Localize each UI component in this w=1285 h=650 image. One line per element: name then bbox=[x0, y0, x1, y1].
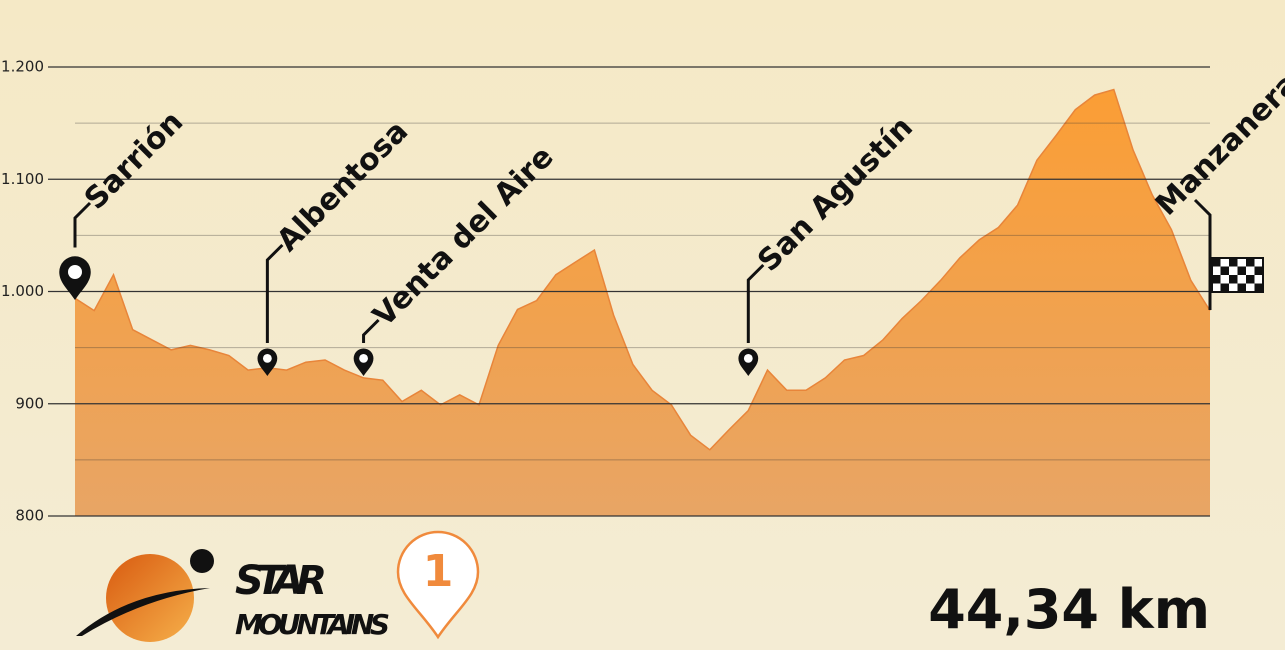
flag-square bbox=[1237, 266, 1246, 275]
stage-pin bbox=[396, 530, 480, 640]
flag-square bbox=[1220, 283, 1229, 292]
y-tick-label: 900 bbox=[15, 394, 44, 412]
stage-number: 1 bbox=[423, 546, 454, 597]
distance: 44,34 km bbox=[928, 578, 1210, 641]
y-tick-label: 1.100 bbox=[1, 170, 44, 188]
pin-hole bbox=[743, 354, 753, 363]
flag-square bbox=[1254, 283, 1263, 292]
y-tick-label: 1.000 bbox=[1, 282, 44, 300]
flag-square bbox=[1229, 275, 1238, 284]
flag-square bbox=[1220, 266, 1229, 275]
flag-square bbox=[1229, 258, 1238, 267]
leader-line bbox=[746, 263, 765, 343]
leader-line bbox=[362, 318, 380, 343]
flag-square bbox=[1237, 283, 1246, 292]
logo-dot bbox=[190, 549, 214, 573]
y-tick-label: 1.200 bbox=[1, 58, 44, 76]
flag-square bbox=[1246, 258, 1255, 267]
flag-square bbox=[1212, 275, 1221, 284]
y-tick-label: 800 bbox=[15, 507, 44, 525]
logo-swoosh bbox=[76, 588, 210, 636]
logo: STAR MOUNTAINS 1 bbox=[76, 530, 480, 642]
flag-square bbox=[1254, 266, 1263, 275]
flag-square bbox=[1246, 275, 1255, 284]
flag-square bbox=[1212, 258, 1221, 267]
elevation-area bbox=[75, 89, 1210, 516]
pin-hole bbox=[359, 354, 368, 363]
brand-top: STAR bbox=[235, 558, 327, 604]
pin-hole bbox=[68, 265, 82, 279]
leader-line bbox=[1193, 198, 1212, 310]
leader-line bbox=[73, 201, 92, 248]
brand-bottom: MOUNTAINS bbox=[235, 608, 390, 641]
pin-hole bbox=[262, 354, 272, 363]
leader-line bbox=[265, 243, 284, 343]
